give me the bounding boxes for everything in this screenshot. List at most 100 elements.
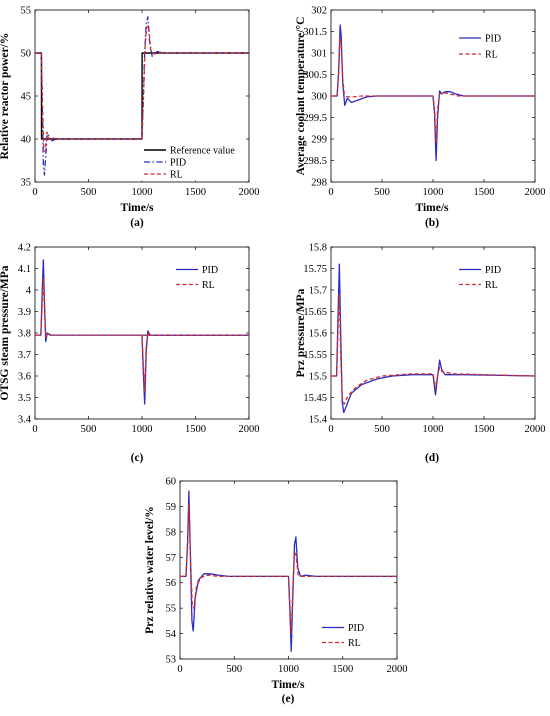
y-tick-label: 15.5 bbox=[309, 372, 327, 383]
series-group bbox=[180, 490, 397, 653]
y-tick-label: 4.1 bbox=[18, 264, 31, 275]
y-tick-label: 3.8 bbox=[18, 329, 31, 340]
x-tick-label: 1000 bbox=[423, 424, 444, 435]
y-tick-label: 302 bbox=[311, 6, 327, 17]
x-tick-label: 500 bbox=[374, 187, 390, 198]
y-tick-label: 60 bbox=[166, 477, 177, 488]
x-tick-label: 2000 bbox=[525, 424, 546, 435]
y-tick-label: 298.5 bbox=[303, 156, 327, 167]
x-tick-label: 0 bbox=[32, 187, 37, 198]
y-tick-label: 55 bbox=[21, 6, 32, 17]
series-line-rl bbox=[35, 24, 249, 153]
x-tick-label: 500 bbox=[81, 424, 97, 435]
y-tick-label: 300 bbox=[311, 92, 327, 103]
legend-label: RL bbox=[485, 50, 498, 61]
y-tick-label: 3.5 bbox=[18, 393, 31, 404]
panel-c: 0 500 1000 1500 2000 3.4 3.5 3.6 3.7 3.8 3.9 4 4.1 4.… bbox=[0, 243, 260, 465]
series-line-pid bbox=[331, 24, 535, 162]
y-tick-label: 301 bbox=[311, 49, 327, 60]
x-tick-label: 1000 bbox=[278, 664, 299, 675]
legend-label: PID bbox=[485, 265, 501, 276]
y-tick-label: 58 bbox=[166, 527, 177, 538]
y-axis-label: Average coolant temperature/°C bbox=[295, 17, 307, 176]
series-line-rl bbox=[331, 37, 535, 144]
x-axis-label: Time/s bbox=[271, 679, 305, 691]
legend-label: RL bbox=[170, 170, 183, 181]
y-tick-label: 15.65 bbox=[303, 307, 327, 318]
series-line-rl bbox=[331, 293, 535, 405]
x-tick-label: 1500 bbox=[332, 664, 353, 675]
x-tick-label: 2000 bbox=[239, 424, 260, 435]
series-group bbox=[35, 16, 249, 176]
y-tick-label: 3.9 bbox=[18, 307, 31, 318]
y-tick-label: 55 bbox=[166, 604, 177, 615]
x-tick-label: 1000 bbox=[132, 424, 153, 435]
legend-box bbox=[317, 619, 381, 651]
panel-a: 0 500 1000 1500 2000 35 40 45 50 55 Relative react… bbox=[0, 6, 260, 230]
panel-label: (a) bbox=[130, 217, 144, 229]
legend-label: RL bbox=[485, 280, 498, 291]
y-tick-label: 300.5 bbox=[303, 70, 327, 81]
legend-box bbox=[454, 261, 518, 293]
legend-label: RL bbox=[202, 280, 215, 291]
y-tick-label: 15.8 bbox=[309, 243, 327, 254]
y-tick-label: 57 bbox=[166, 553, 177, 564]
legend-label: Reference value bbox=[170, 146, 235, 157]
x-axis-label: Time/s bbox=[120, 202, 154, 214]
y-tick-label: 45 bbox=[21, 92, 32, 103]
y-tick-label: 40 bbox=[21, 135, 32, 146]
x-tick-label: 0 bbox=[328, 424, 333, 435]
series-line-pid-step bbox=[141, 330, 249, 405]
y-tick-label: 15.75 bbox=[303, 264, 327, 275]
legend-box bbox=[171, 261, 235, 293]
y-tick-label: 50 bbox=[21, 49, 32, 60]
x-tick-label: 1500 bbox=[185, 424, 206, 435]
x-tick-label: 2000 bbox=[525, 187, 546, 198]
x-tick-label: 2000 bbox=[239, 187, 260, 198]
series-group bbox=[35, 259, 249, 405]
x-tick-label: 500 bbox=[226, 664, 242, 675]
y-tick-label: 15.4 bbox=[309, 415, 328, 426]
series-group bbox=[331, 263, 535, 414]
series-line-rl bbox=[180, 503, 397, 635]
panel-e: 0 500 1000 1500 2000 53 54 55 56 57 58 59 60 Prz rela… bbox=[144, 477, 408, 706]
legend-label: PID bbox=[348, 623, 364, 634]
panel-label: (d) bbox=[425, 452, 439, 464]
y-tick-label: 3.6 bbox=[18, 372, 31, 383]
y-tick-label: 4.2 bbox=[18, 243, 31, 254]
x-tick-label: 0 bbox=[32, 424, 37, 435]
x-tick-label: 0 bbox=[177, 664, 182, 675]
y-axis-label: Relative reactor power/% bbox=[0, 33, 11, 160]
x-tick-label: 1000 bbox=[423, 187, 444, 198]
y-tick-label: 3.7 bbox=[18, 350, 31, 361]
y-axis-label: OTSG steam pressure/MPa bbox=[0, 265, 11, 400]
y-tick-label: 299.5 bbox=[303, 113, 327, 124]
y-axis-label: Prz relative water level/% bbox=[144, 506, 156, 634]
y-tick-label: 15.55 bbox=[303, 350, 327, 361]
y-tick-label: 3.4 bbox=[18, 415, 32, 426]
legend-label: PID bbox=[202, 265, 218, 276]
legend: PID RL bbox=[171, 261, 235, 293]
y-tick-label: 15.6 bbox=[309, 329, 327, 340]
legend-box bbox=[454, 29, 518, 63]
panel-label: (b) bbox=[425, 217, 439, 229]
x-tick-label: 1500 bbox=[185, 187, 206, 198]
legend-label: RL bbox=[348, 638, 361, 649]
series-group bbox=[331, 24, 535, 162]
panel-b: 0 500 1000 1500 2000 298 298.5 299 299.5 300 300.5… bbox=[295, 6, 546, 230]
panel-d: 0 500 1000 1500 2000 15.4 15.45 15.5 15.55 15.6 15… bbox=[295, 243, 546, 465]
legend: PID RL bbox=[454, 261, 518, 293]
y-tick-label: 56 bbox=[166, 578, 177, 589]
x-tick-label: 500 bbox=[374, 424, 390, 435]
x-tick-label: 0 bbox=[328, 187, 333, 198]
y-tick-label: 35 bbox=[21, 178, 32, 189]
x-tick-label: 1500 bbox=[474, 424, 495, 435]
legend: PID RL bbox=[454, 29, 518, 63]
legend: PID RL bbox=[317, 619, 381, 651]
y-axis-label: Prz pressure/MPa bbox=[295, 288, 307, 377]
y-tick-label: 4 bbox=[26, 286, 32, 297]
y-tick-label: 299 bbox=[311, 135, 327, 146]
x-axis-label: Time/s bbox=[415, 202, 449, 214]
